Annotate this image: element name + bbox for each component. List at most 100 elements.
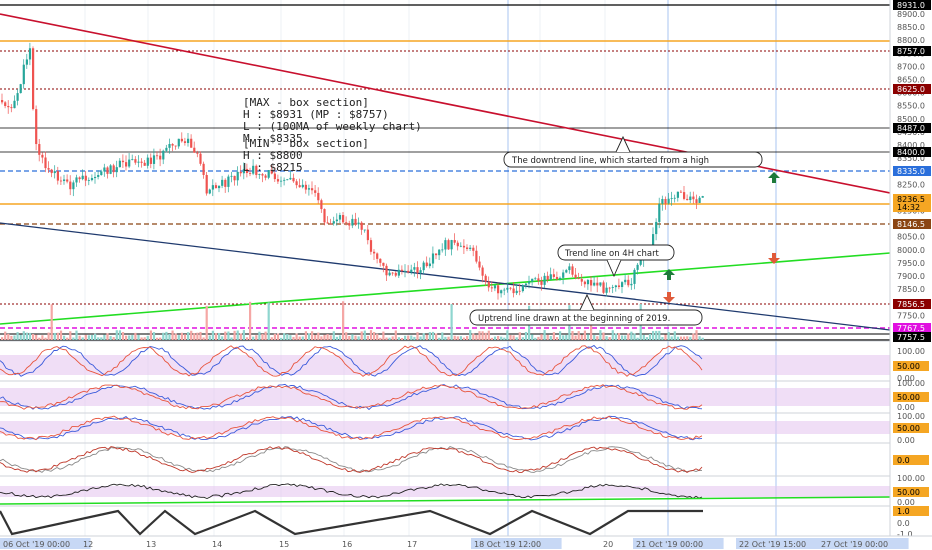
volume-bar: [453, 335, 456, 340]
time-label: 06 Oct '19 00:00: [0, 538, 91, 549]
candle: [227, 174, 230, 193]
candle: [506, 282, 509, 293]
min-box-line-1: [MIN - box section]: [243, 137, 369, 150]
candle: [115, 160, 118, 178]
volume-bar: [627, 333, 630, 340]
indicator-badge: 50.00: [893, 361, 929, 371]
volume-bar: [190, 330, 193, 340]
indicator-line: [0, 415, 703, 441]
candlestick-series[interactable]: [1, 42, 704, 300]
volume-bar: [28, 332, 32, 340]
candle: [270, 165, 273, 175]
indicator-pane-macd[interactable]: [0, 442, 932, 474]
volume-bar: [422, 333, 425, 340]
volume-bar: [636, 337, 639, 340]
volume-bar: [484, 332, 487, 340]
candle: [481, 265, 484, 283]
volume-bar: [667, 332, 670, 340]
candle: [97, 170, 100, 180]
candle: [379, 258, 382, 267]
volume-bar: [125, 335, 128, 340]
candle: [590, 276, 593, 292]
volume-bar: [447, 336, 450, 340]
volume-bar: [78, 335, 81, 340]
volume-bar: [565, 334, 568, 340]
volume-bar: [134, 332, 137, 340]
svg-text:14:32: 14:32: [897, 203, 920, 212]
volume-bar: [475, 335, 478, 340]
uptrend-line[interactable]: [0, 252, 891, 325]
candle: [580, 273, 583, 286]
arrow-up-icon-2: [663, 269, 675, 280]
uptrend-callout[interactable]: Uptrend line drawn at the beginning of 2…: [469, 293, 703, 326]
candle: [608, 286, 611, 293]
indicator-pane-stoch2[interactable]: [0, 380, 932, 411]
volume-bar: [559, 331, 562, 340]
volume-bar: [431, 331, 435, 340]
indicator-pane-rsi[interactable]: [0, 475, 932, 505]
candle: [78, 176, 81, 183]
volume-bar: [428, 332, 431, 340]
candle: [165, 144, 168, 153]
candle: [137, 155, 140, 168]
volume-bar: [410, 335, 413, 340]
candle: [555, 271, 559, 281]
candle: [369, 237, 373, 255]
volume-bar: [345, 332, 348, 340]
candle: [531, 278, 534, 286]
volume-bar: [103, 334, 106, 340]
indicator-panes[interactable]: [0, 340, 932, 536]
svg-text:1.0: 1.0: [897, 507, 910, 516]
indicator-line: [0, 415, 703, 441]
svg-text:12: 12: [83, 540, 93, 549]
candle: [574, 268, 577, 280]
trend4h-callout[interactable]: Trend line on 4H chart: [557, 244, 675, 278]
volume-bar: [537, 336, 540, 340]
volume-bar: [47, 332, 50, 340]
candle: [673, 194, 676, 203]
candle: [689, 191, 692, 204]
indicator-pane-binary[interactable]: [0, 505, 932, 536]
indicator-pane-stoch1[interactable]: [0, 340, 932, 377]
candle: [652, 227, 655, 246]
candle: [156, 151, 159, 160]
volume-bar: [524, 331, 528, 340]
candle: [419, 267, 422, 280]
volume-bar: [233, 330, 236, 340]
volume-bar: [397, 337, 400, 340]
candle: [512, 282, 515, 298]
volume-bar: [351, 334, 354, 340]
svg-text:8757.0: 8757.0: [897, 47, 925, 56]
volume-bar: [106, 333, 109, 340]
indicator-tick: 0.00: [897, 436, 915, 445]
candle: [472, 245, 475, 257]
candle: [357, 217, 360, 229]
price-tick: 8700.0: [897, 62, 925, 71]
candle: [521, 284, 524, 293]
indicator-tick: 0.00: [897, 374, 915, 383]
svg-text:8236.5: 8236.5: [897, 195, 925, 204]
candle: [103, 163, 106, 177]
downtrend-callout[interactable]: The downtrend line, which started from a…: [503, 135, 763, 168]
time-axis-labels: 06 Oct '19 00:00 12 13 14 15 16 17 18 Oct '19 1…: [0, 538, 909, 549]
volume-bar: [515, 337, 518, 340]
volume-bar: [599, 330, 602, 340]
candle: [264, 173, 267, 181]
volume-bar: [438, 337, 441, 340]
min-box-note[interactable]: [MIN - box section] H : $8800 L : $8215: [243, 137, 369, 174]
candle: [208, 188, 211, 195]
indicator-pane-stoch3[interactable]: [0, 412, 932, 441]
volume-bar: [562, 335, 565, 340]
indicator-line: [0, 483, 703, 499]
volume-bar: [642, 334, 645, 340]
volume-bar: [509, 334, 512, 340]
volume-bar: [317, 332, 320, 340]
plot-area[interactable]: [0, 0, 890, 550]
time-label: 21 Oct '19 00:00: [633, 538, 724, 549]
min-box-line-3: L : $8215: [243, 161, 303, 174]
volume-bar: [586, 334, 590, 340]
4h-trend-line[interactable]: [0, 222, 891, 331]
max-box-note[interactable]: [MAX - box section] H : $8931 (MP : $875…: [243, 96, 422, 145]
candle: [686, 194, 689, 201]
